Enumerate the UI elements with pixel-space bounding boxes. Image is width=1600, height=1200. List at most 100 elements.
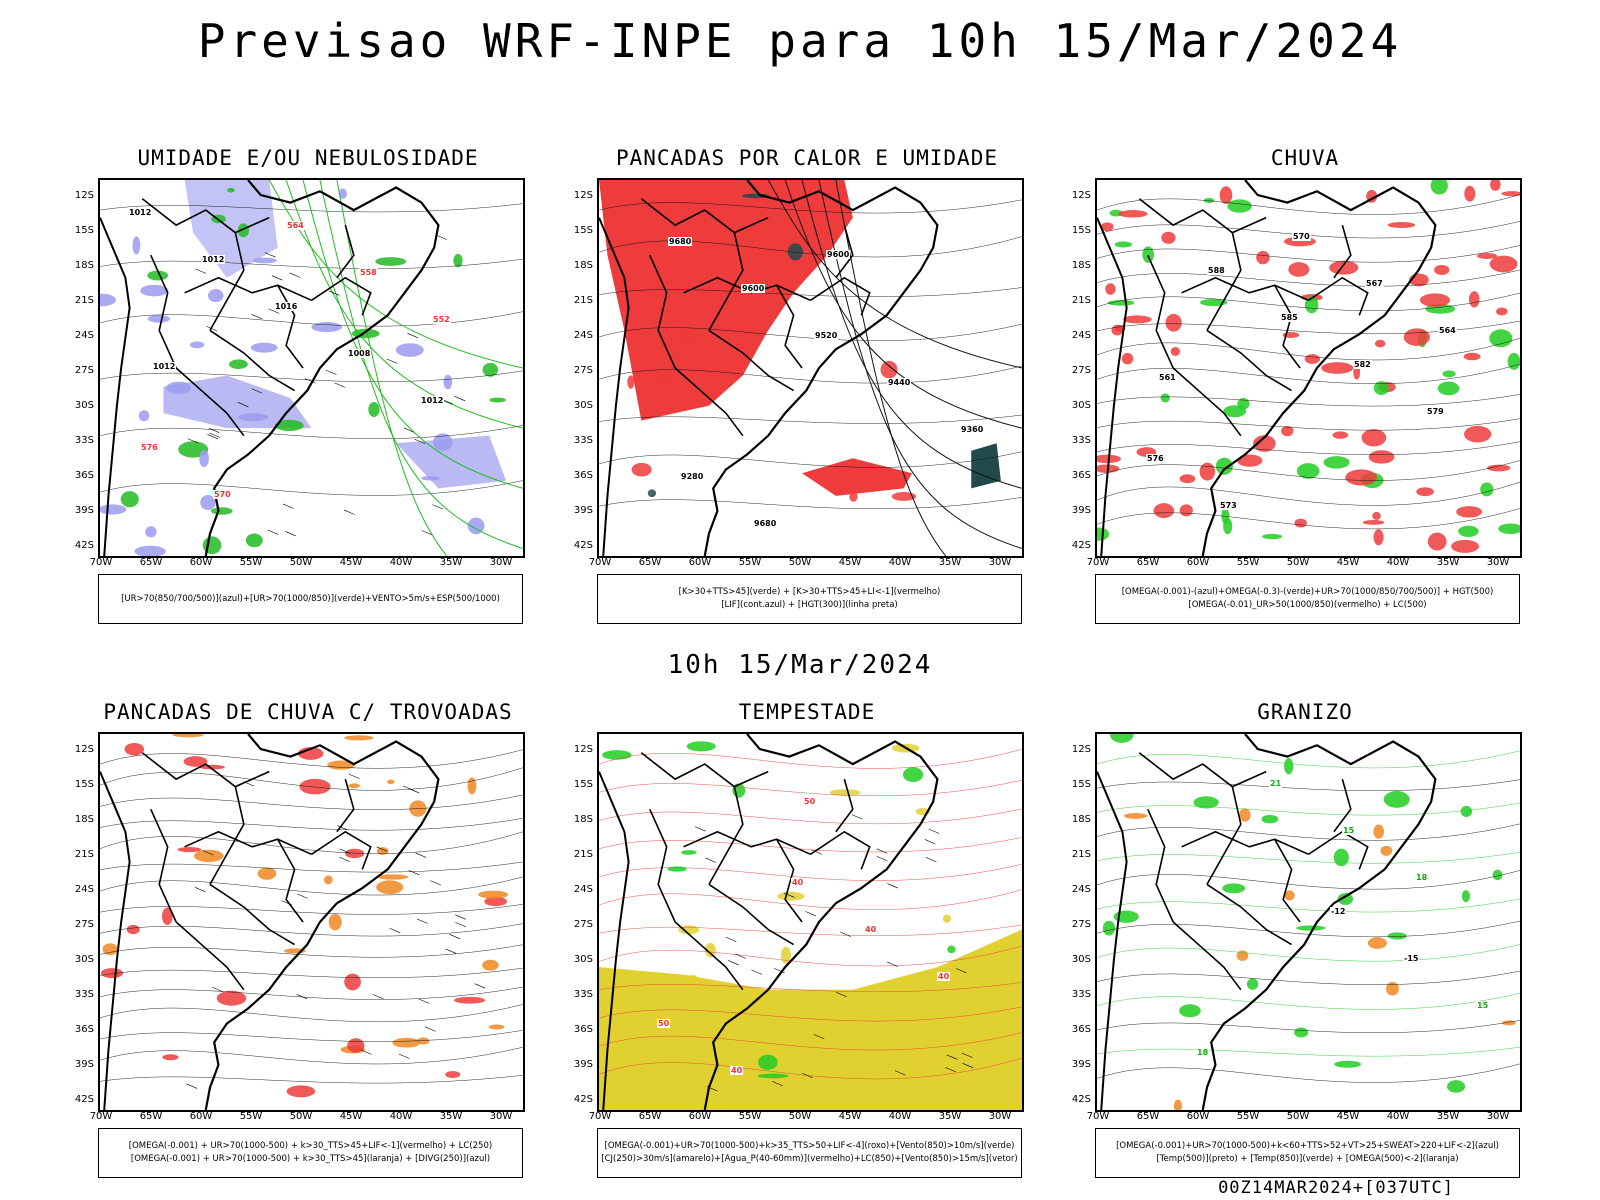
precip-cell	[1427, 532, 1447, 551]
forecast-map	[1095, 732, 1522, 1112]
precip-cell	[1373, 824, 1385, 839]
contour-line	[100, 1075, 523, 1083]
wind-vector	[945, 1067, 956, 1072]
country-border	[1334, 225, 1351, 278]
precip-cell	[1387, 932, 1407, 940]
legend-text: [Temp(500)](preto) + [Temp(850)](verde) …	[1156, 1154, 1459, 1164]
country-border	[278, 839, 303, 922]
wind-vector	[377, 847, 388, 852]
contour-line	[1097, 824, 1520, 840]
precip-cell	[1489, 329, 1513, 348]
precip-cell	[1161, 231, 1176, 244]
precip-cell	[757, 1073, 789, 1079]
precip-cell	[667, 866, 687, 872]
precip-cell	[1107, 300, 1135, 306]
contour-line	[1097, 245, 1520, 262]
wind-vector	[836, 992, 847, 997]
forecast-map	[98, 732, 525, 1112]
contour-line	[1097, 1064, 1520, 1083]
latitude-tick-label: 39S	[1071, 1059, 1091, 1070]
wind-vector	[416, 853, 427, 858]
country-border	[142, 753, 269, 787]
wind-vector	[269, 309, 280, 314]
longitude-tick-label: 65W	[1136, 557, 1160, 568]
wind-vector	[414, 439, 425, 444]
precip-cell	[274, 419, 304, 432]
legend-box: [OMEGA(-0.001) + UR>70(1000-500) + k>30_…	[98, 1128, 523, 1178]
contour-line	[599, 780, 1022, 796]
precip-cell	[147, 270, 169, 281]
legend-box: [OMEGA(-0.001)+UR>70(1000-500)+k>35_TTS>…	[597, 1128, 1022, 1178]
contour-line	[269, 180, 523, 368]
country-border	[1148, 255, 1173, 368]
precip-cell	[1123, 315, 1152, 324]
latitude-tick-label: 21S	[74, 849, 94, 860]
precip-cell	[1179, 1004, 1201, 1018]
wind-vector	[751, 970, 762, 975]
latitude-tick-label: 21S	[1071, 849, 1091, 860]
precip-cell	[1332, 431, 1349, 439]
precip-cell	[102, 943, 118, 956]
wind-vector	[475, 984, 486, 989]
contour-label: 40	[730, 1066, 744, 1075]
precip-cell	[177, 847, 202, 853]
contour-line	[1097, 945, 1520, 962]
precip-cell	[1165, 313, 1182, 332]
contour-label: 21	[1269, 779, 1283, 788]
wind-vector	[387, 359, 398, 364]
precip-cell	[1461, 890, 1471, 903]
precip-cell	[1374, 339, 1386, 348]
precip-cell	[1227, 199, 1252, 213]
contour-line	[1097, 338, 1520, 360]
latitude-tick-label: 33S	[573, 435, 593, 446]
map-canvas	[599, 180, 1022, 556]
precip-cell	[1110, 734, 1134, 743]
contour-line	[100, 832, 523, 854]
precip-cell	[489, 397, 506, 403]
wind-vector	[390, 928, 401, 933]
longitude-tick-label: 60W	[688, 557, 712, 568]
contour-label: 9680	[668, 237, 693, 246]
precip-cell	[1123, 812, 1148, 819]
wind-vector	[887, 884, 898, 889]
precip-cell	[199, 764, 225, 770]
contour-label: 40	[937, 972, 951, 981]
country-border	[1275, 285, 1300, 368]
wind-vector	[895, 1071, 906, 1076]
longitude-tick-label: 30W	[489, 557, 513, 568]
precip-cell	[228, 359, 248, 369]
contour-line	[100, 1030, 523, 1041]
country-border	[641, 753, 768, 787]
contour-label: 9680	[753, 519, 778, 528]
country-border	[1139, 753, 1266, 787]
longitude-tick-label: 40W	[888, 1111, 912, 1122]
precip-cell	[1430, 180, 1448, 195]
latitude-tick-label: 42S	[74, 540, 94, 551]
contour-line	[100, 818, 523, 830]
latitude-tick-label: 39S	[74, 505, 94, 516]
country-border	[1182, 832, 1309, 855]
precip-cell	[1323, 456, 1350, 469]
precip-cell	[681, 850, 697, 855]
longitude-tick-label: 60W	[1186, 1111, 1210, 1122]
precip-cell	[1460, 805, 1472, 818]
longitude-tick-label: 40W	[1386, 557, 1410, 568]
country-border	[1309, 278, 1368, 316]
contour-label: 50	[803, 797, 817, 806]
longitude-tick-label: 30W	[988, 557, 1012, 568]
precip-cell	[1008, 1097, 1018, 1102]
forecast-map	[597, 178, 1024, 558]
longitude-tick-label: 55W	[1236, 1111, 1260, 1122]
latitude-tick-label: 36S	[74, 1024, 94, 1035]
country-border	[1148, 809, 1173, 922]
contour-line	[599, 200, 1022, 213]
longitude-tick-label: 70W	[89, 557, 113, 568]
contour-line	[1097, 221, 1520, 238]
country-border	[650, 255, 675, 368]
contour-line	[1097, 780, 1520, 791]
precip-cell	[286, 1085, 316, 1098]
longitude-tick-label: 30W	[1486, 1111, 1510, 1122]
precip-cell	[780, 946, 791, 964]
map-canvas	[1097, 180, 1520, 556]
latitude-tick-label: 18S	[74, 260, 94, 271]
